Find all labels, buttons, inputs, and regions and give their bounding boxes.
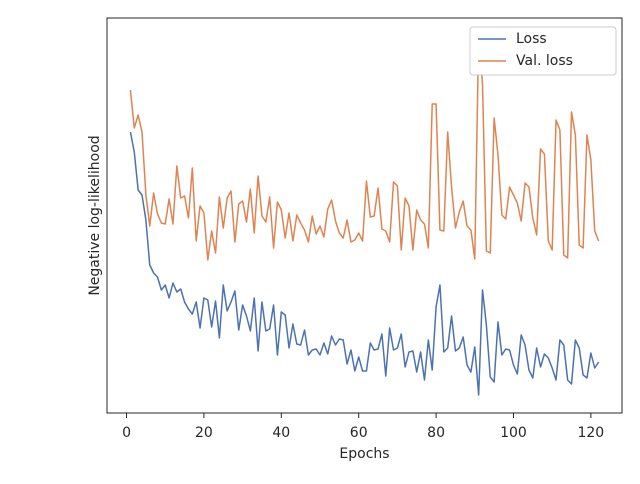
legend-label: Val. loss — [516, 53, 573, 69]
x-tick-label: 20 — [195, 425, 213, 441]
x-tick-label: 0 — [122, 425, 131, 441]
x-tick-label: 120 — [577, 425, 604, 441]
y-axis-label: Negative log-likelihood — [87, 135, 103, 295]
legend-box — [469, 26, 617, 76]
x-tick-label: 100 — [500, 425, 527, 441]
x-tick-label: 40 — [272, 425, 290, 441]
x-tick-label: 60 — [350, 425, 368, 441]
x-tick-label: 80 — [427, 425, 445, 441]
plot-frame — [106, 17, 623, 414]
line — [129, 34, 600, 261]
x-axis-label: Epochs — [339, 446, 389, 462]
legend-label: Loss — [516, 31, 547, 47]
line — [129, 131, 600, 396]
